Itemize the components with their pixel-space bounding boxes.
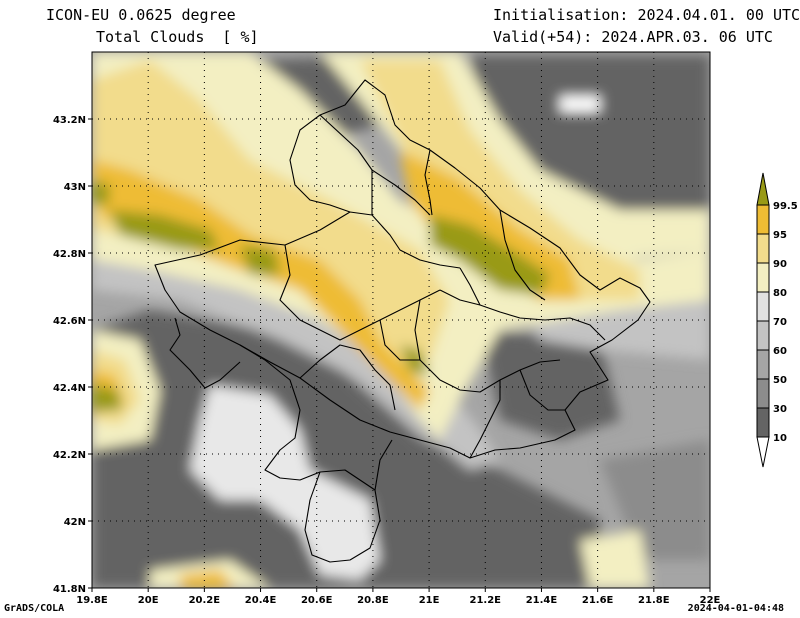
graticule <box>92 52 710 588</box>
colorbar-swatch <box>756 349 770 380</box>
lat-tick-label: 41.8N <box>53 584 86 595</box>
colorbar-label: 90 <box>773 259 787 270</box>
lat-tick-label: 42.2N <box>53 450 86 461</box>
lat-tick-label: 42.8N <box>53 249 86 260</box>
colorbar-swatch <box>756 378 770 409</box>
colorbar-swatch <box>756 291 770 322</box>
lon-tick-label: 21.6E <box>582 595 614 606</box>
colorbar-swatch <box>756 233 770 264</box>
colorbar-label: 10 <box>773 433 787 444</box>
lat-tick-label: 42.6N <box>53 316 86 327</box>
footer-credit: GrADS/COLA <box>4 603 65 614</box>
colorbar-label: 50 <box>773 375 787 386</box>
lon-tick-label: 21.2E <box>470 595 502 606</box>
lon-tick-label: 21.4E <box>526 595 558 606</box>
lat-tick-label: 43N <box>64 182 86 193</box>
valid-time: Valid(+54): 2024.APR.03. 06 UTC <box>493 28 773 46</box>
colorbar-bottom-triangle <box>756 436 770 468</box>
axes: 19.8E 20E 20.2E 20.4E 20.6E 20.8E 21E 21.2E 21.4… <box>53 115 721 606</box>
colorbar-label: 80 <box>773 288 787 299</box>
colorbar-label: 99.5 <box>773 201 798 212</box>
lon-tick-label: 21E <box>419 595 440 606</box>
lat-tick-label: 43.2N <box>53 115 86 126</box>
colorbar: 10 30 50 60 70 80 90 95 99.5 <box>756 172 798 468</box>
init-time: Initialisation: 2024.04.01. 00 UTC <box>493 6 800 24</box>
footer-timestamp: 2024-04-01-04:48 <box>687 603 784 614</box>
lon-tick-label: 20.2E <box>189 595 221 606</box>
colorbar-swatch <box>756 320 770 351</box>
lat-tick-label: 42.4N <box>53 383 86 394</box>
lon-tick-label: 19.8E <box>76 595 108 606</box>
colorbar-swatch <box>756 407 770 438</box>
colorbar-swatch <box>756 262 770 293</box>
model-title: ICON-EU 0.0625 degree <box>46 6 236 24</box>
colorbar-label: 70 <box>773 317 787 328</box>
colorbar-label: 60 <box>773 346 787 357</box>
lon-tick-label: 20.8E <box>357 595 389 606</box>
borders <box>154 79 651 563</box>
lon-tick-label: 22E <box>700 595 721 606</box>
lon-tick-label: 20.6E <box>301 595 333 606</box>
cloud-field <box>92 52 710 588</box>
lon-tick-label: 20.4E <box>245 595 277 606</box>
colorbar-swatch <box>756 204 770 235</box>
lon-tick-label: 20E <box>138 595 159 606</box>
colorbar-label: 30 <box>773 404 787 415</box>
lat-tick-label: 42N <box>64 517 86 528</box>
lon-tick-label: 21.8E <box>638 595 670 606</box>
colorbar-top-triangle <box>756 172 770 206</box>
field-title: Total Clouds [ %] <box>96 28 259 46</box>
colorbar-label: 95 <box>773 230 787 241</box>
